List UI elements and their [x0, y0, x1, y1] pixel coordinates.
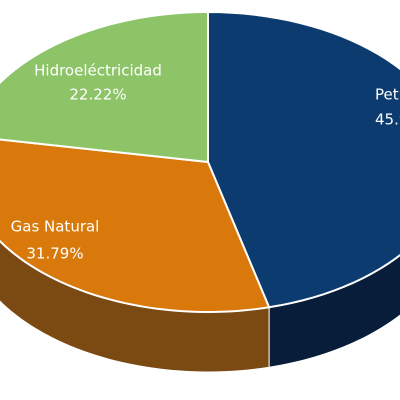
slice-label: Hidroeléctricidad — [34, 62, 162, 80]
pie-slice — [207, 10, 400, 309]
slice-label: Petróleo — [375, 86, 400, 104]
slice-value-label: 22.22% — [69, 86, 126, 104]
pie-slice — [0, 10, 209, 164]
slice-label: Gas Natural — [11, 218, 100, 236]
slice-value-label: 31.79% — [26, 245, 83, 263]
pie-slice — [0, 138, 271, 313]
slice-value-label: 45.99% — [375, 111, 400, 129]
